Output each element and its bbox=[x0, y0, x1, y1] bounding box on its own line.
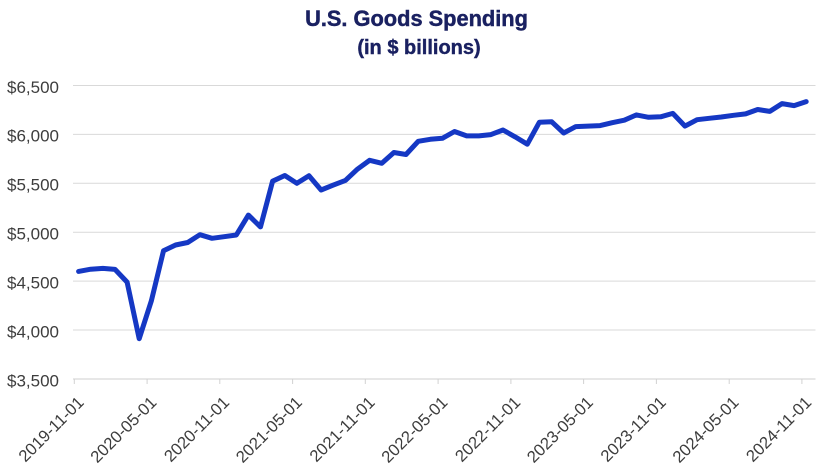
svg-text:$6,500: $6,500 bbox=[7, 78, 59, 97]
svg-text:$5,000: $5,000 bbox=[7, 225, 59, 244]
svg-text:U.S. Goods Spending: U.S. Goods Spending bbox=[305, 6, 528, 31]
svg-text:$5,500: $5,500 bbox=[7, 176, 59, 195]
svg-text:$3,500: $3,500 bbox=[7, 371, 59, 390]
svg-text:(in $ billions): (in $ billions) bbox=[357, 37, 480, 59]
svg-text:$4,000: $4,000 bbox=[7, 322, 59, 341]
svg-text:$6,000: $6,000 bbox=[7, 127, 59, 146]
svg-text:$4,500: $4,500 bbox=[7, 274, 59, 293]
